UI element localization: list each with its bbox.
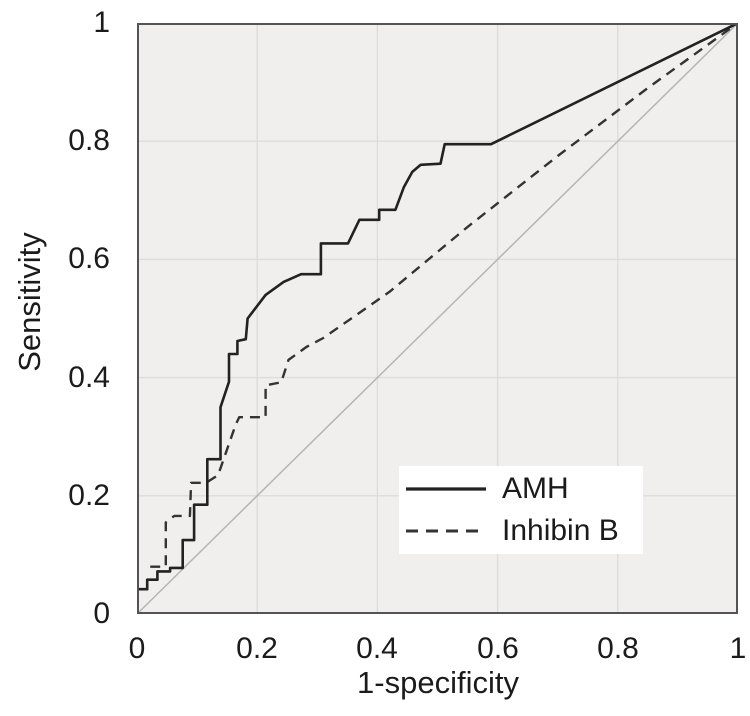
y-tick-0_6: 0.6	[68, 242, 110, 275]
x-axis-title: 1-specificity	[357, 665, 519, 700]
roc-curve-inhibin-b	[150, 23, 738, 568]
y-axis-title: Sensitivity	[12, 232, 47, 372]
y-tick-1: 1	[93, 6, 110, 39]
legend-item-inhibin-b: Inhibin B	[399, 514, 643, 548]
x-tick-0: 0	[128, 632, 146, 665]
inhibin-b-line-sample-icon	[406, 529, 486, 533]
y-tick-0_4: 0.4	[68, 361, 110, 394]
amh-line-sample-icon	[406, 487, 486, 491]
legend-item-amh: AMH	[399, 472, 643, 506]
x-tick-0_2: 0.2	[236, 632, 278, 665]
legend-label-amh: AMH	[502, 472, 569, 505]
plot-border	[137, 23, 738, 614]
x-tick-0_8: 0.8	[597, 632, 639, 665]
x-tick-0_4: 0.4	[356, 632, 398, 665]
legend-label-inhibin-b: Inhibin B	[502, 514, 619, 547]
x-tick-1: 1	[729, 632, 747, 665]
chance-diagonal-line	[137, 23, 738, 614]
roc-curve-amh	[137, 23, 738, 591]
y-tick-0_8: 0.8	[68, 124, 110, 157]
y-tick-0: 0	[93, 597, 110, 630]
x-tick-0_6: 0.6	[477, 632, 519, 665]
y-tick-0_2: 0.2	[68, 479, 110, 512]
legend: AMH Inhibin B	[399, 466, 643, 554]
